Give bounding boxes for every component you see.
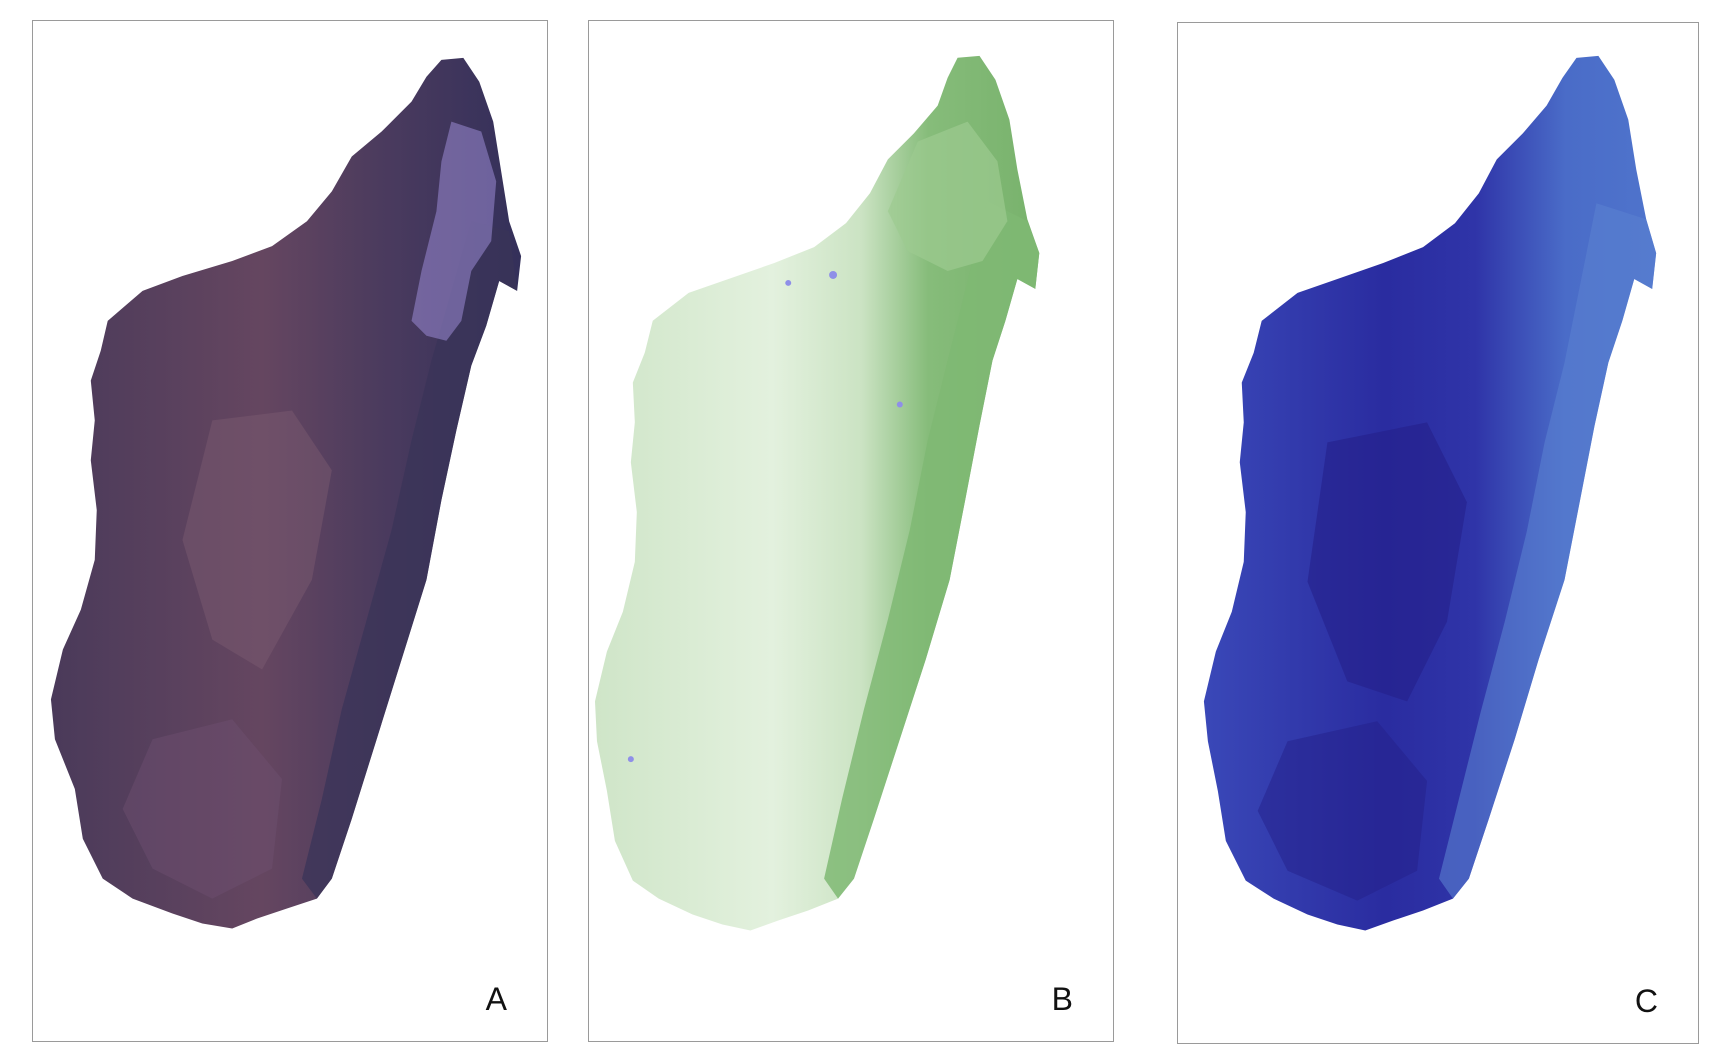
madagascar-map-vegetation [594, 55, 1040, 931]
south-dark [1257, 721, 1428, 901]
island-shape [594, 55, 1040, 931]
lake-marker [896, 401, 903, 408]
map-panel-a: A [32, 20, 548, 1042]
lake-marker [627, 756, 634, 763]
south-highlight [122, 719, 283, 899]
madagascar-map-index [1203, 55, 1657, 931]
panel-label: B [1051, 981, 1073, 1017]
east-light-band [1438, 203, 1657, 899]
center-dark [1307, 422, 1467, 702]
madagascar-map-true-color [50, 57, 522, 929]
north-highlight [411, 121, 497, 341]
lake-marker [829, 270, 838, 279]
north-green [887, 121, 1008, 271]
panel-label: C [1634, 983, 1658, 1019]
lake-marker [785, 279, 792, 286]
map-panel-b: B [588, 20, 1114, 1042]
east-forest-band [824, 201, 1040, 899]
east-dark-band [301, 221, 518, 899]
map-panel-c: C [1177, 22, 1699, 1044]
center-highlight [182, 410, 332, 670]
panel-label: A [485, 981, 507, 1017]
